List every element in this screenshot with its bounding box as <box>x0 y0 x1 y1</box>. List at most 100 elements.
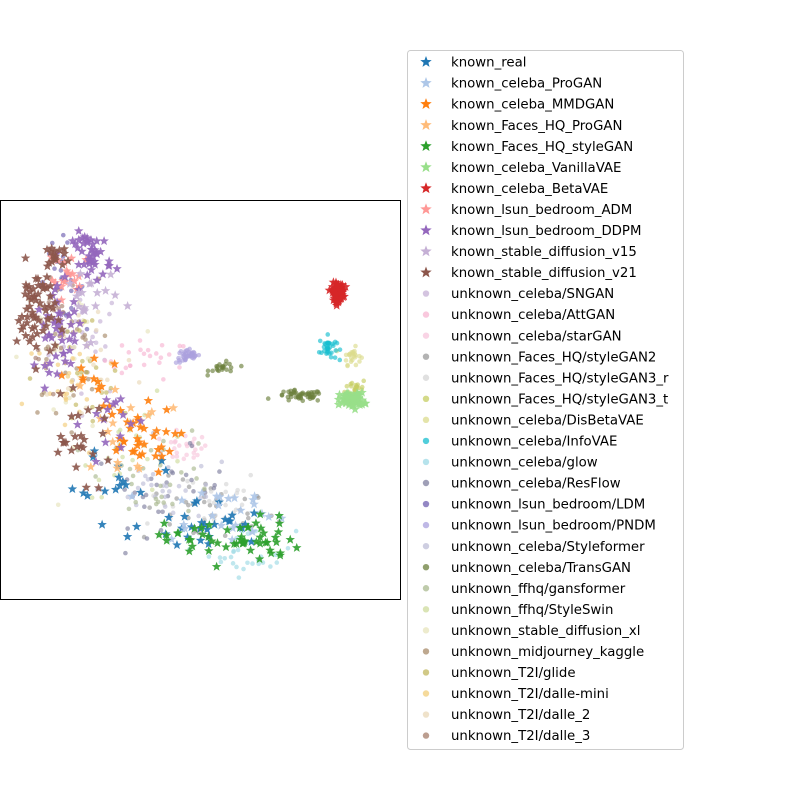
point-known-stable-diffusion-v21 <box>35 298 45 308</box>
point-unknown-celeba-resflow <box>122 487 127 492</box>
point-unknown-celeba-glow <box>234 564 239 570</box>
point-known-celeba-betavae <box>335 286 346 296</box>
point-known-stable-diffusion-v21 <box>99 413 110 423</box>
series-known-celeba-betavae <box>324 277 351 310</box>
point-known-stable-diffusion-v21 <box>28 283 38 293</box>
point-known-faces-hq-progan <box>143 410 153 420</box>
point-known-stable-diffusion-v21 <box>26 294 37 304</box>
point-known-lsun-bedroom-ddpm <box>57 335 67 345</box>
point-known-lsun-bedroom-ddpm <box>82 237 93 247</box>
point-known-faces-hq-stylegan <box>173 527 183 538</box>
legend-entry-unknown-t2i-dalle-3: unknown_T2I/dalle_3 <box>422 729 590 744</box>
point-unknown-t2i-dalle-2 <box>126 357 132 363</box>
point-unknown-celeba-stargan <box>172 439 178 445</box>
point-known-faces-hq-stylegan <box>206 536 217 546</box>
point-known-lsun-bedroom-ddpm <box>49 315 60 325</box>
point-known-celeba-progan <box>229 493 240 503</box>
point-known-real <box>195 535 206 545</box>
point-known-celeba-betavae <box>340 281 351 291</box>
point-unknown-faces-hq-stylegan3-r <box>223 481 229 487</box>
point-unknown-celeba-stargan <box>174 454 180 459</box>
point-known-faces-hq-stylegan <box>222 525 233 535</box>
point-unknown-celeba-transgan <box>315 389 321 395</box>
axes-frame <box>0 200 401 600</box>
legend-label: unknown_lsun_bedroom/PNDM <box>451 519 656 534</box>
point-unknown-celeba-sngan <box>93 340 99 346</box>
point-unknown-ffhq-gansformer <box>158 483 163 489</box>
legend-label: unknown_celeba/InfoVAE <box>451 435 617 450</box>
point-unknown-celeba-stargan <box>168 439 174 445</box>
point-known-lsun-bedroom-ddpm <box>44 367 54 377</box>
point-known-lsun-bedroom-ddpm <box>75 318 85 328</box>
point-known-real <box>113 461 123 471</box>
point-known-faces-hq-stylegan <box>251 518 261 528</box>
point-known-lsun-bedroom-adm <box>50 277 61 287</box>
point-unknown-celeba-sngan <box>90 334 95 340</box>
point-unknown-faces-hq-stylegan3-r <box>185 478 190 484</box>
point-unknown-celeba-styleformer <box>198 463 204 469</box>
point-known-faces-hq-stylegan <box>270 532 281 542</box>
point-known-lsun-bedroom-ddpm <box>68 329 79 339</box>
point-known-real <box>97 519 107 529</box>
point-unknown-faces-hq-stylegan2 <box>222 533 228 539</box>
point-known-faces-hq-stylegan <box>251 536 262 547</box>
scatter-points <box>12 225 371 580</box>
point-known-lsun-bedroom-ddpm <box>34 304 44 314</box>
point-known-lsun-bedroom-ddpm <box>102 404 113 414</box>
point-unknown-celeba-glow <box>236 575 242 580</box>
point-known-faces-hq-stylegan <box>256 523 266 533</box>
point-known-celeba-vanillavae <box>353 389 363 399</box>
legend-entry-known-lsun-bedroom-ddpm: known_lsun_bedroom_DDPM <box>420 224 641 239</box>
point-known-lsun-bedroom-ddpm <box>58 348 69 358</box>
point-unknown-lsun-bedroom-ldm <box>65 240 70 245</box>
point-known-celeba-mmdgan <box>109 359 120 369</box>
point-unknown-celeba-disbetavae <box>343 358 349 363</box>
point-known-stable-diffusion-v21 <box>48 303 58 313</box>
point-known-faces-hq-stylegan <box>204 520 215 530</box>
legend-marker <box>420 203 432 215</box>
point-known-faces-hq-stylegan <box>235 534 246 544</box>
point-unknown-celeba-infovae <box>333 348 339 353</box>
point-known-lsun-bedroom-ddpm <box>98 269 108 279</box>
legend-label: known_stable_diffusion_v15 <box>451 245 637 260</box>
point-known-celeba-progan <box>178 519 189 529</box>
point-known-celeba-vanillavae <box>357 387 367 397</box>
point-known-stable-diffusion-v21 <box>24 301 35 311</box>
point-known-faces-hq-stylegan <box>159 518 170 528</box>
point-known-celeba-vanillavae <box>349 393 359 403</box>
point-unknown-celeba-stargan <box>172 446 177 451</box>
point-known-stable-diffusion-v21 <box>78 442 88 452</box>
point-unknown-faces-hq-stylegan3-r <box>248 472 254 478</box>
point-unknown-midjourney-kaggle <box>89 386 95 392</box>
point-known-lsun-bedroom-ddpm <box>86 235 96 245</box>
point-known-faces-hq-progan <box>168 402 179 413</box>
point-known-stable-diffusion-v21 <box>53 447 63 457</box>
point-known-lsun-bedroom-ddpm <box>89 256 100 266</box>
point-known-celeba-mmdgan <box>92 376 103 386</box>
point-unknown-celeba-attgan <box>119 343 125 348</box>
point-known-celeba-vanillavae <box>334 389 345 399</box>
point-unknown-t2i-dalle-2 <box>136 380 142 385</box>
point-known-lsun-bedroom-ddpm <box>45 358 55 368</box>
point-known-stable-diffusion-v21 <box>54 245 65 255</box>
point-unknown-ffhq-gansformer <box>148 448 154 453</box>
point-known-stable-diffusion-v21 <box>31 273 41 283</box>
point-unknown-celeba-glow <box>241 566 246 572</box>
point-unknown-celeba-styleformer <box>140 481 146 486</box>
point-unknown-celeba-infovae <box>325 350 330 355</box>
point-known-celeba-progan <box>166 534 177 544</box>
point-known-lsun-bedroom-ddpm <box>83 254 94 264</box>
point-known-real <box>110 484 121 494</box>
point-unknown-midjourney-kaggle <box>71 393 76 398</box>
point-unknown-faces-hq-stylegan2 <box>245 515 251 521</box>
legend-label: unknown_celeba/DisBetaVAE <box>451 413 644 428</box>
point-known-real <box>161 465 171 475</box>
series-known-celeba-progan <box>127 488 287 544</box>
point-unknown-celeba-glow <box>217 555 223 560</box>
point-known-lsun-bedroom-adm <box>74 281 85 291</box>
point-known-faces-hq-stylegan <box>184 546 195 556</box>
point-unknown-t2i-dalle-3 <box>50 391 56 397</box>
point-unknown-ffhq-styleswin <box>145 456 150 462</box>
legend-entry-unknown-faces-hq-stylegan3-r: unknown_Faces_HQ/styleGAN3_r <box>422 371 669 386</box>
point-known-faces-hq-progan <box>110 384 120 394</box>
